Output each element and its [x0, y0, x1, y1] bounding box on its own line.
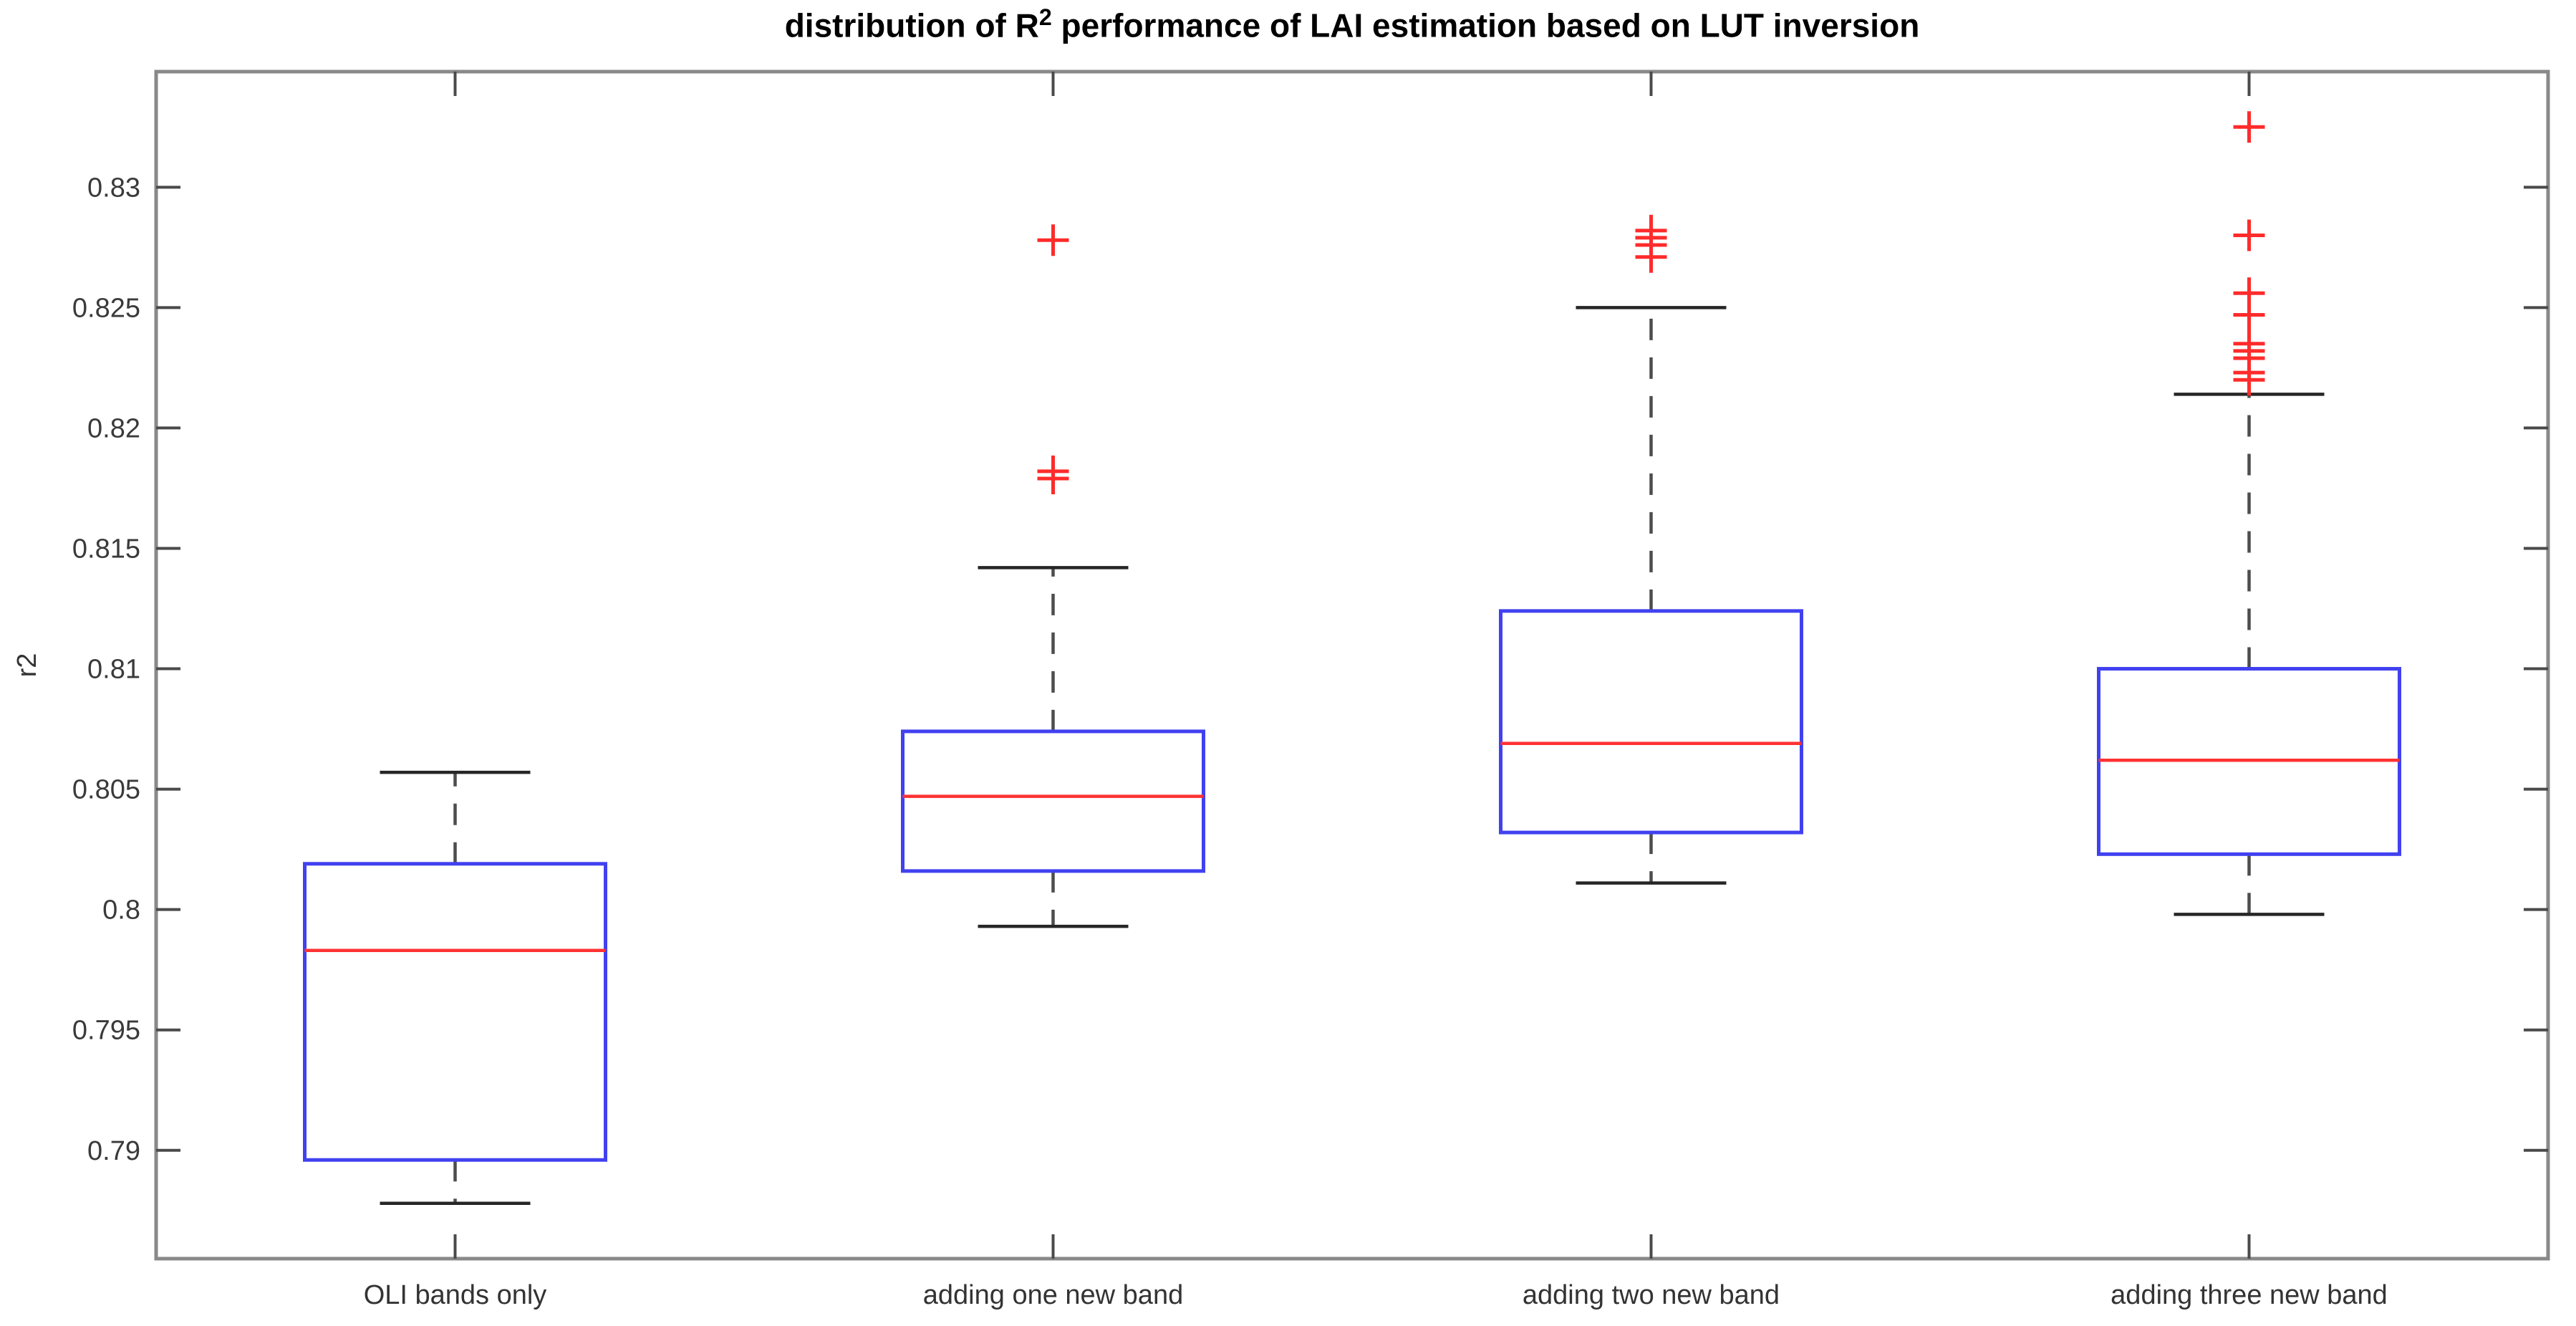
chart-title-superscript: 2 [1038, 4, 1052, 30]
plot-frame [154, 69, 2550, 1261]
y-tick-label: 0.815 [72, 534, 140, 564]
box-group [303, 770, 607, 1205]
x-category-label: adding one new band [923, 1280, 1183, 1310]
x-category-label: adding two new band [1523, 1280, 1780, 1310]
box-group [2097, 111, 2401, 916]
outlier-plus-icon [2233, 219, 2265, 251]
y-tick-label: 0.83 [87, 173, 140, 203]
y-tick-label: 0.82 [87, 413, 140, 443]
outlier-plus-icon [1037, 224, 1069, 256]
outlier-plus-icon [2233, 277, 2265, 309]
y-tick-label: 0.805 [72, 775, 140, 805]
y-axis-label: r2 [12, 653, 42, 678]
chart-title-text: distribution of R [784, 6, 1039, 44]
chart-title: distribution of R2 performance of LAI es… [156, 4, 2548, 44]
y-tick-label: 0.8 [102, 895, 140, 926]
y-tick-label: 0.81 [87, 655, 140, 685]
outlier-plus-icon [1635, 214, 1667, 246]
outlier-plus-icon [2233, 111, 2265, 143]
box-group [1499, 214, 1803, 885]
x-category-label: OLI bands only [364, 1280, 547, 1310]
box-group [901, 224, 1205, 928]
box-rect [303, 862, 607, 1162]
outlier-plus-icon [1037, 455, 1069, 487]
box-rect [901, 729, 1205, 873]
chart-title-text-suffix: performance of LAI estimation based on L… [1051, 6, 1920, 44]
y-tick-label: 0.825 [72, 293, 140, 323]
x-category-label: adding three new band [2111, 1280, 2388, 1310]
outlier-plus-icon [2233, 327, 2265, 360]
y-tick-label: 0.79 [87, 1136, 140, 1166]
box-rect [1499, 609, 1803, 835]
y-tick-label: 0.795 [72, 1016, 140, 1046]
